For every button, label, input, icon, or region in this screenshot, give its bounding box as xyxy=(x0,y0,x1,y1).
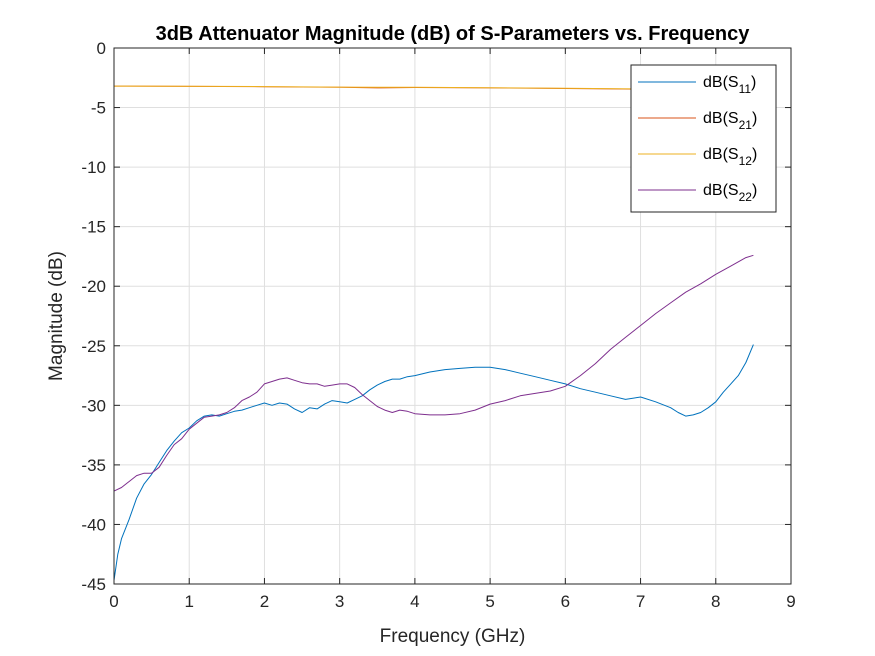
y-tick-label: -10 xyxy=(81,158,106,177)
legend-entry-subscript: 22 xyxy=(739,190,753,204)
legend-entry-subscript: 12 xyxy=(739,154,753,168)
x-tick-labels: 0 1 2 3 4 5 6 7 8 9 xyxy=(109,592,795,611)
legend-entry-label: dB(S21) xyxy=(703,110,757,132)
grid xyxy=(113,47,792,585)
legend-entry-label: dB(S12) xyxy=(703,146,757,168)
legend-entry-subscript: 21 xyxy=(739,118,753,132)
legend-box xyxy=(630,64,777,213)
y-tick-label: -30 xyxy=(81,396,106,415)
x-tick-label: 2 xyxy=(260,592,269,611)
legend-entry-main: dB(S xyxy=(703,146,739,163)
x-tick-label: 3 xyxy=(335,592,344,611)
legend-entry-main: dB(S xyxy=(703,74,739,91)
legend: dB(S11)dB(S21)dB(S12)dB(S22) xyxy=(630,64,777,213)
axes-box xyxy=(113,47,792,585)
series-line-db-s11- xyxy=(113,344,754,581)
legend-entry-label: dB(S22) xyxy=(703,182,757,204)
legend-entry-close: ) xyxy=(751,74,756,91)
legend-entry-main: dB(S xyxy=(703,182,739,199)
y-axis-label: Magnitude (dB) xyxy=(46,251,67,381)
y-tick-label: -5 xyxy=(91,99,106,118)
y-tick-label: -15 xyxy=(81,218,106,237)
x-tick-label: 0 xyxy=(109,592,118,611)
legend-entry-close: ) xyxy=(752,182,757,199)
x-tick-label: 5 xyxy=(485,592,494,611)
y-tick-label: -45 xyxy=(81,575,106,594)
y-tick-label: -20 xyxy=(81,277,106,296)
x-tick-label: 1 xyxy=(184,592,193,611)
legend-entry-label: dB(S11) xyxy=(703,74,756,96)
y-tick-labels: 0 -5 -10 -15 -20 -25 -30 -35 -40 -45 xyxy=(81,39,106,594)
chart-title: 3dB Attenuator Magnitude (dB) of S-Param… xyxy=(156,23,751,45)
y-tick-label: -25 xyxy=(81,337,106,356)
y-tick-label: -35 xyxy=(81,456,106,475)
x-axis-label: Frequency (GHz) xyxy=(380,626,526,647)
x-tick-label: 4 xyxy=(410,592,419,611)
legend-entry-subscript: 11 xyxy=(739,82,752,96)
tick-marks xyxy=(113,47,792,585)
series-line-db-s22- xyxy=(113,254,754,492)
y-tick-label: 0 xyxy=(97,39,106,58)
legend-entry-close: ) xyxy=(752,110,757,127)
x-tick-label: 9 xyxy=(786,592,795,611)
legend-entry-main: dB(S xyxy=(703,110,739,127)
x-tick-label: 8 xyxy=(711,592,720,611)
x-tick-label: 7 xyxy=(636,592,645,611)
legend-entry-close: ) xyxy=(752,146,757,163)
x-tick-label: 6 xyxy=(561,592,570,611)
y-tick-label: -40 xyxy=(81,515,106,534)
